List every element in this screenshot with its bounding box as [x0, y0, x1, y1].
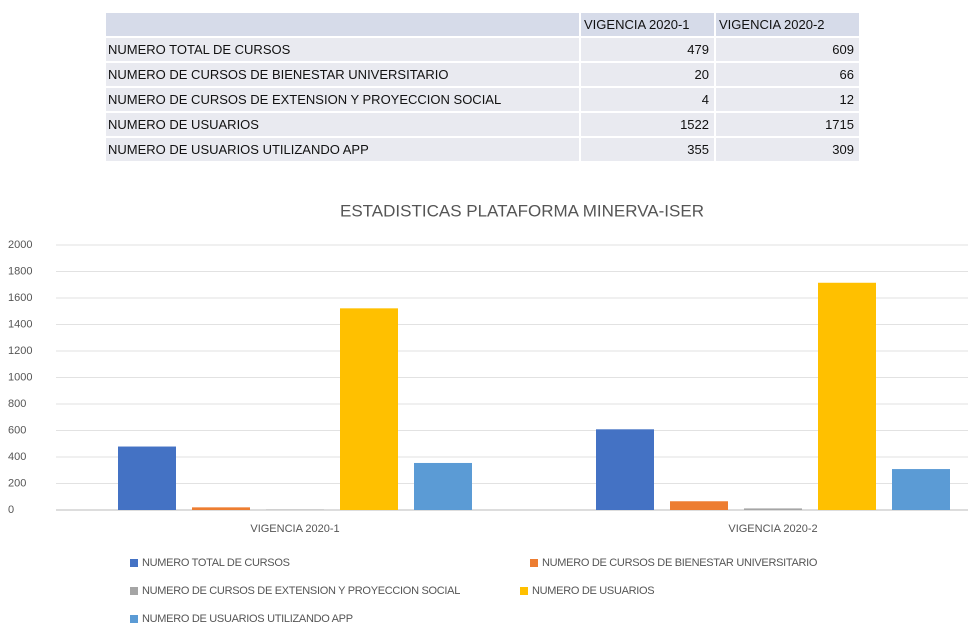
bar: [744, 508, 802, 510]
table-cell: 20: [695, 67, 709, 82]
bar: [414, 462, 472, 510]
bar: [266, 509, 324, 510]
y-tick-label: 1600: [8, 292, 32, 304]
y-tick-label: 0: [8, 504, 14, 516]
y-tick-label: 600: [8, 424, 26, 436]
y-tick-label: 1000: [8, 371, 32, 383]
bar: [340, 308, 398, 510]
table-header: VIGENCIA 2020-1: [584, 17, 690, 32]
legend-label: NUMERO DE USUARIOS: [532, 585, 654, 597]
row-label: NUMERO DE CURSOS DE BIENESTAR UNIVERSITA…: [108, 67, 448, 82]
data-table: VIGENCIA 2020-1 VIGENCIA 2020-2 NUMERO TOT…: [104, 11, 861, 163]
bar: [118, 446, 176, 510]
x-tick-label: VIGENCIA 2020-1: [250, 523, 339, 535]
y-tick-label: 200: [8, 477, 26, 489]
table-cell: 66: [840, 67, 854, 82]
y-tick-label: 400: [8, 451, 26, 463]
y-tick-label: 1200: [8, 345, 32, 357]
y-tick-label: 800: [8, 398, 26, 410]
table-cell: 1715: [825, 117, 854, 132]
bar: [892, 469, 950, 510]
legend-swatch: [530, 559, 538, 567]
table-cell: 1522: [680, 117, 709, 132]
y-tick-label: 2000: [8, 239, 32, 251]
table-header: VIGENCIA 2020-2: [719, 17, 825, 32]
row-label: NUMERO DE USUARIOS: [108, 117, 259, 132]
table-cell: 479: [687, 42, 709, 57]
bar: [596, 429, 654, 510]
row-label: NUMERO TOTAL DE CURSOS: [108, 42, 291, 57]
legend-swatch: [520, 587, 528, 595]
row-label: NUMERO DE CURSOS DE EXTENSION Y PROYECCI…: [108, 92, 501, 107]
legend-swatch: [130, 587, 138, 595]
x-tick-label: VIGENCIA 2020-2: [728, 523, 817, 535]
legend-swatch: [130, 559, 138, 567]
legend-label: NUMERO DE CURSOS DE BIENESTAR UNIVERSITA…: [542, 557, 818, 569]
y-tick-label: 1800: [8, 265, 32, 277]
chart-title: ESTADISTICAS PLATAFORMA MINERVA-ISER: [340, 201, 704, 220]
legend-label: NUMERO TOTAL DE CURSOS: [142, 557, 290, 569]
row-label: NUMERO DE USUARIOS UTILIZANDO APP: [108, 142, 369, 157]
y-tick-label: 1400: [8, 318, 32, 330]
bar: [670, 501, 728, 510]
legend-label: NUMERO DE USUARIOS UTILIZANDO APP: [142, 613, 353, 625]
table-row: [104, 86, 861, 113]
table-cell: 12: [840, 92, 854, 107]
table-cell: 609: [832, 42, 854, 57]
legend-label: NUMERO DE CURSOS DE EXTENSION Y PROYECCI…: [142, 585, 460, 597]
legend-swatch: [130, 615, 138, 623]
bar: [192, 507, 250, 510]
table-cell: 355: [687, 142, 709, 157]
table-cell: 4: [702, 92, 709, 107]
bar: [818, 282, 876, 510]
table-cell: 309: [832, 142, 854, 157]
table-row: [104, 136, 861, 163]
